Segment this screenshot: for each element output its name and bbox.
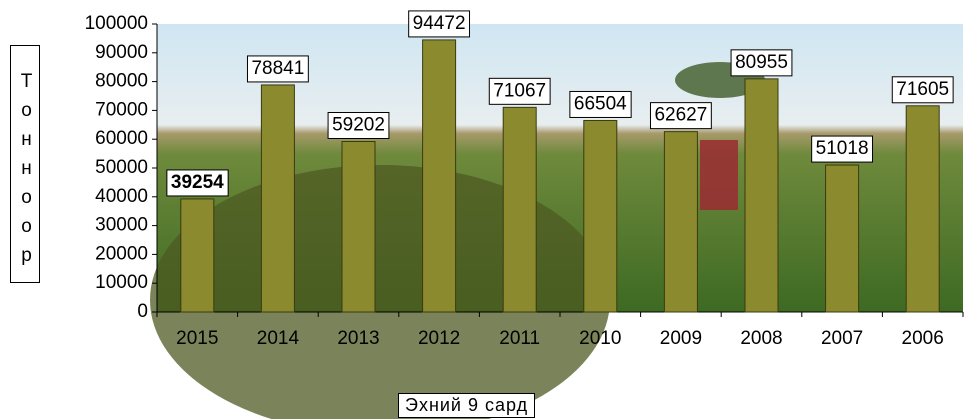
value-label-box: [649, 102, 712, 130]
y-tick-label: 70000: [95, 99, 148, 120]
x-tick-label: 2015: [176, 328, 218, 349]
y-tick-label: 20000: [95, 243, 148, 264]
y-tick-label: 100000: [85, 13, 148, 34]
value-label-box: [246, 55, 309, 83]
value-label-box: [327, 111, 390, 139]
x-tick-label: 2014: [257, 328, 300, 349]
figure: [700, 140, 738, 210]
bar: [583, 119, 618, 313]
value-label: 71605: [896, 79, 949, 100]
value-label-box: [488, 77, 551, 105]
x-axis-label: Эхний 9 сард: [398, 393, 536, 418]
bar: [422, 39, 457, 313]
x-tick-label: 2008: [740, 328, 782, 349]
value-label: 62627: [654, 105, 707, 126]
value-label-box: [811, 135, 874, 163]
value-label: 66504: [574, 93, 627, 114]
y-tick-label: 10000: [95, 272, 148, 293]
value-label-box: [730, 49, 793, 77]
x-tick-label: 2012: [418, 328, 460, 349]
y-tick-label: 90000: [95, 42, 148, 63]
value-label: 78841: [251, 58, 304, 79]
y-axis-label: Тонноор: [10, 45, 40, 283]
value-label: 39254: [171, 172, 224, 193]
value-label-box: [408, 10, 471, 38]
bar: [825, 164, 860, 313]
value-label-box: [891, 76, 954, 104]
y-tick-label: 0: [137, 301, 148, 322]
bar: [341, 140, 376, 313]
y-tick-label: 40000: [95, 186, 148, 207]
y-tick-label: 60000: [95, 128, 148, 149]
bar: [663, 131, 698, 313]
x-tick-label: 2006: [902, 328, 944, 349]
x-tick-label: 2013: [337, 328, 379, 349]
bar: [905, 105, 940, 313]
bar: [260, 84, 295, 313]
bar: [180, 198, 215, 313]
bar: [502, 106, 537, 313]
value-label: 71067: [493, 80, 546, 101]
value-label: 59202: [332, 115, 385, 136]
value-label-box: [166, 169, 229, 197]
value-label: 94472: [413, 13, 466, 34]
x-tick-label: 2007: [821, 328, 863, 349]
value-label: 51018: [816, 138, 869, 159]
y-tick-label: 80000: [95, 71, 148, 92]
y-tick-label: 30000: [95, 215, 148, 236]
x-tick-label: 2011: [499, 328, 540, 349]
value-label-box: [569, 90, 632, 118]
bar: [744, 78, 779, 313]
x-tick-label: 2010: [579, 328, 621, 349]
y-tick-label: 50000: [95, 157, 148, 178]
x-tick-label: 2009: [660, 328, 702, 349]
value-label: 80955: [735, 52, 788, 73]
